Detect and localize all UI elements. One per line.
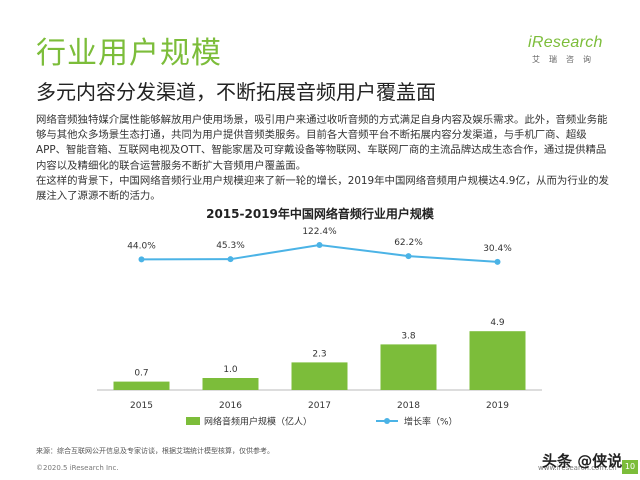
page-title: 行业用户规模 (36, 36, 222, 71)
x-tick-2017: 2017 (308, 401, 331, 411)
bar-2016 (202, 378, 259, 390)
growth-label-2017: 122.4% (302, 227, 337, 237)
growth-label-2016: 45.3% (216, 241, 245, 251)
bar-2015 (113, 381, 170, 390)
growth-point-2016 (227, 256, 234, 263)
x-tick-2015: 2015 (130, 401, 153, 411)
chart-title: 2015-2019年中国网络音频行业用户规模 (206, 207, 434, 221)
growth-point-2018 (405, 253, 412, 260)
growth-point-2017 (316, 242, 323, 248)
logo-main-text: iResearch (528, 34, 603, 51)
x-tick-2018: 2018 (397, 401, 420, 411)
x-tick-2019: 2019 (486, 401, 509, 411)
body-paragraph-2: 在这样的背景下，中国网络音频行业用户规模迎来了新一轮的增长，2019年中国网络音… (36, 174, 609, 203)
bar-label-2016: 1.0 (223, 365, 238, 375)
growth-label-2015: 44.0% (127, 241, 156, 251)
iresearch-logo: iResearch 艾瑞咨询 (528, 34, 618, 74)
body-text: 网络音频独特媒介属性能够解放用户使用场景，吸引用户来通过收听音频的方式满足自身内… (36, 113, 616, 204)
bar-2019 (469, 331, 526, 390)
legend-bar-label: 网络音频用户规模（亿人） (204, 416, 312, 428)
legend-line-label: 增长率（%） (404, 416, 458, 428)
page-subtitle: 多元内容分发渠道，不断拓展音频用户覆盖面 (36, 80, 436, 104)
source-note: 来源：综合互联网公开信息及专家访谈，根据艾瑞统计模型核算，仅供参考。 (36, 447, 274, 455)
bar-label-2017: 2.3 (312, 349, 326, 359)
legend-bar-swatch (186, 417, 200, 425)
website: www.iresearch.com.cn (538, 464, 617, 472)
page-number: 10 (622, 460, 638, 474)
bar-label-2018: 3.8 (401, 331, 416, 341)
bar-label-2015: 0.7 (134, 369, 148, 379)
growth-label-2019: 30.4% (483, 244, 512, 254)
watermark: 头条 @侠说 (542, 452, 623, 470)
x-tick-2016: 2016 (219, 401, 242, 411)
copyright: ©2020.5 iResearch Inc. (36, 464, 119, 472)
body-paragraph-1: 网络音频独特媒介属性能够解放用户使用场景，吸引用户来通过收听音频的方式满足自身内… (36, 114, 608, 172)
bar-label-2019: 4.9 (490, 318, 505, 328)
growth-point-2019 (494, 258, 501, 265)
growth-point-2015 (138, 256, 145, 263)
growth-label-2018: 62.2% (394, 238, 423, 248)
legend-line-marker (384, 418, 390, 424)
bar-2017 (291, 362, 348, 390)
logo-sub-text: 艾瑞咨询 (532, 55, 600, 64)
bar-2018 (380, 344, 437, 390)
